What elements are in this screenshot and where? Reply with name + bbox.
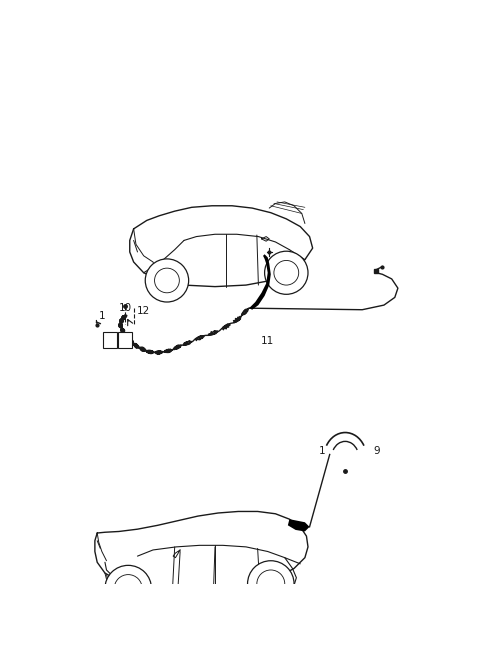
Bar xyxy=(118,332,132,348)
Polygon shape xyxy=(249,255,271,310)
Ellipse shape xyxy=(105,565,152,611)
Text: 9: 9 xyxy=(373,445,380,456)
Text: 11: 11 xyxy=(261,335,275,346)
Text: 1: 1 xyxy=(99,311,106,321)
Bar xyxy=(103,332,117,348)
Polygon shape xyxy=(288,519,310,531)
Text: 10: 10 xyxy=(120,303,132,313)
Ellipse shape xyxy=(274,260,299,285)
Text: 12: 12 xyxy=(137,306,150,316)
Ellipse shape xyxy=(114,575,142,602)
Ellipse shape xyxy=(264,251,308,295)
Ellipse shape xyxy=(145,259,189,302)
Text: 1: 1 xyxy=(319,446,325,457)
Ellipse shape xyxy=(155,268,180,293)
Ellipse shape xyxy=(257,570,285,598)
Ellipse shape xyxy=(248,561,294,607)
